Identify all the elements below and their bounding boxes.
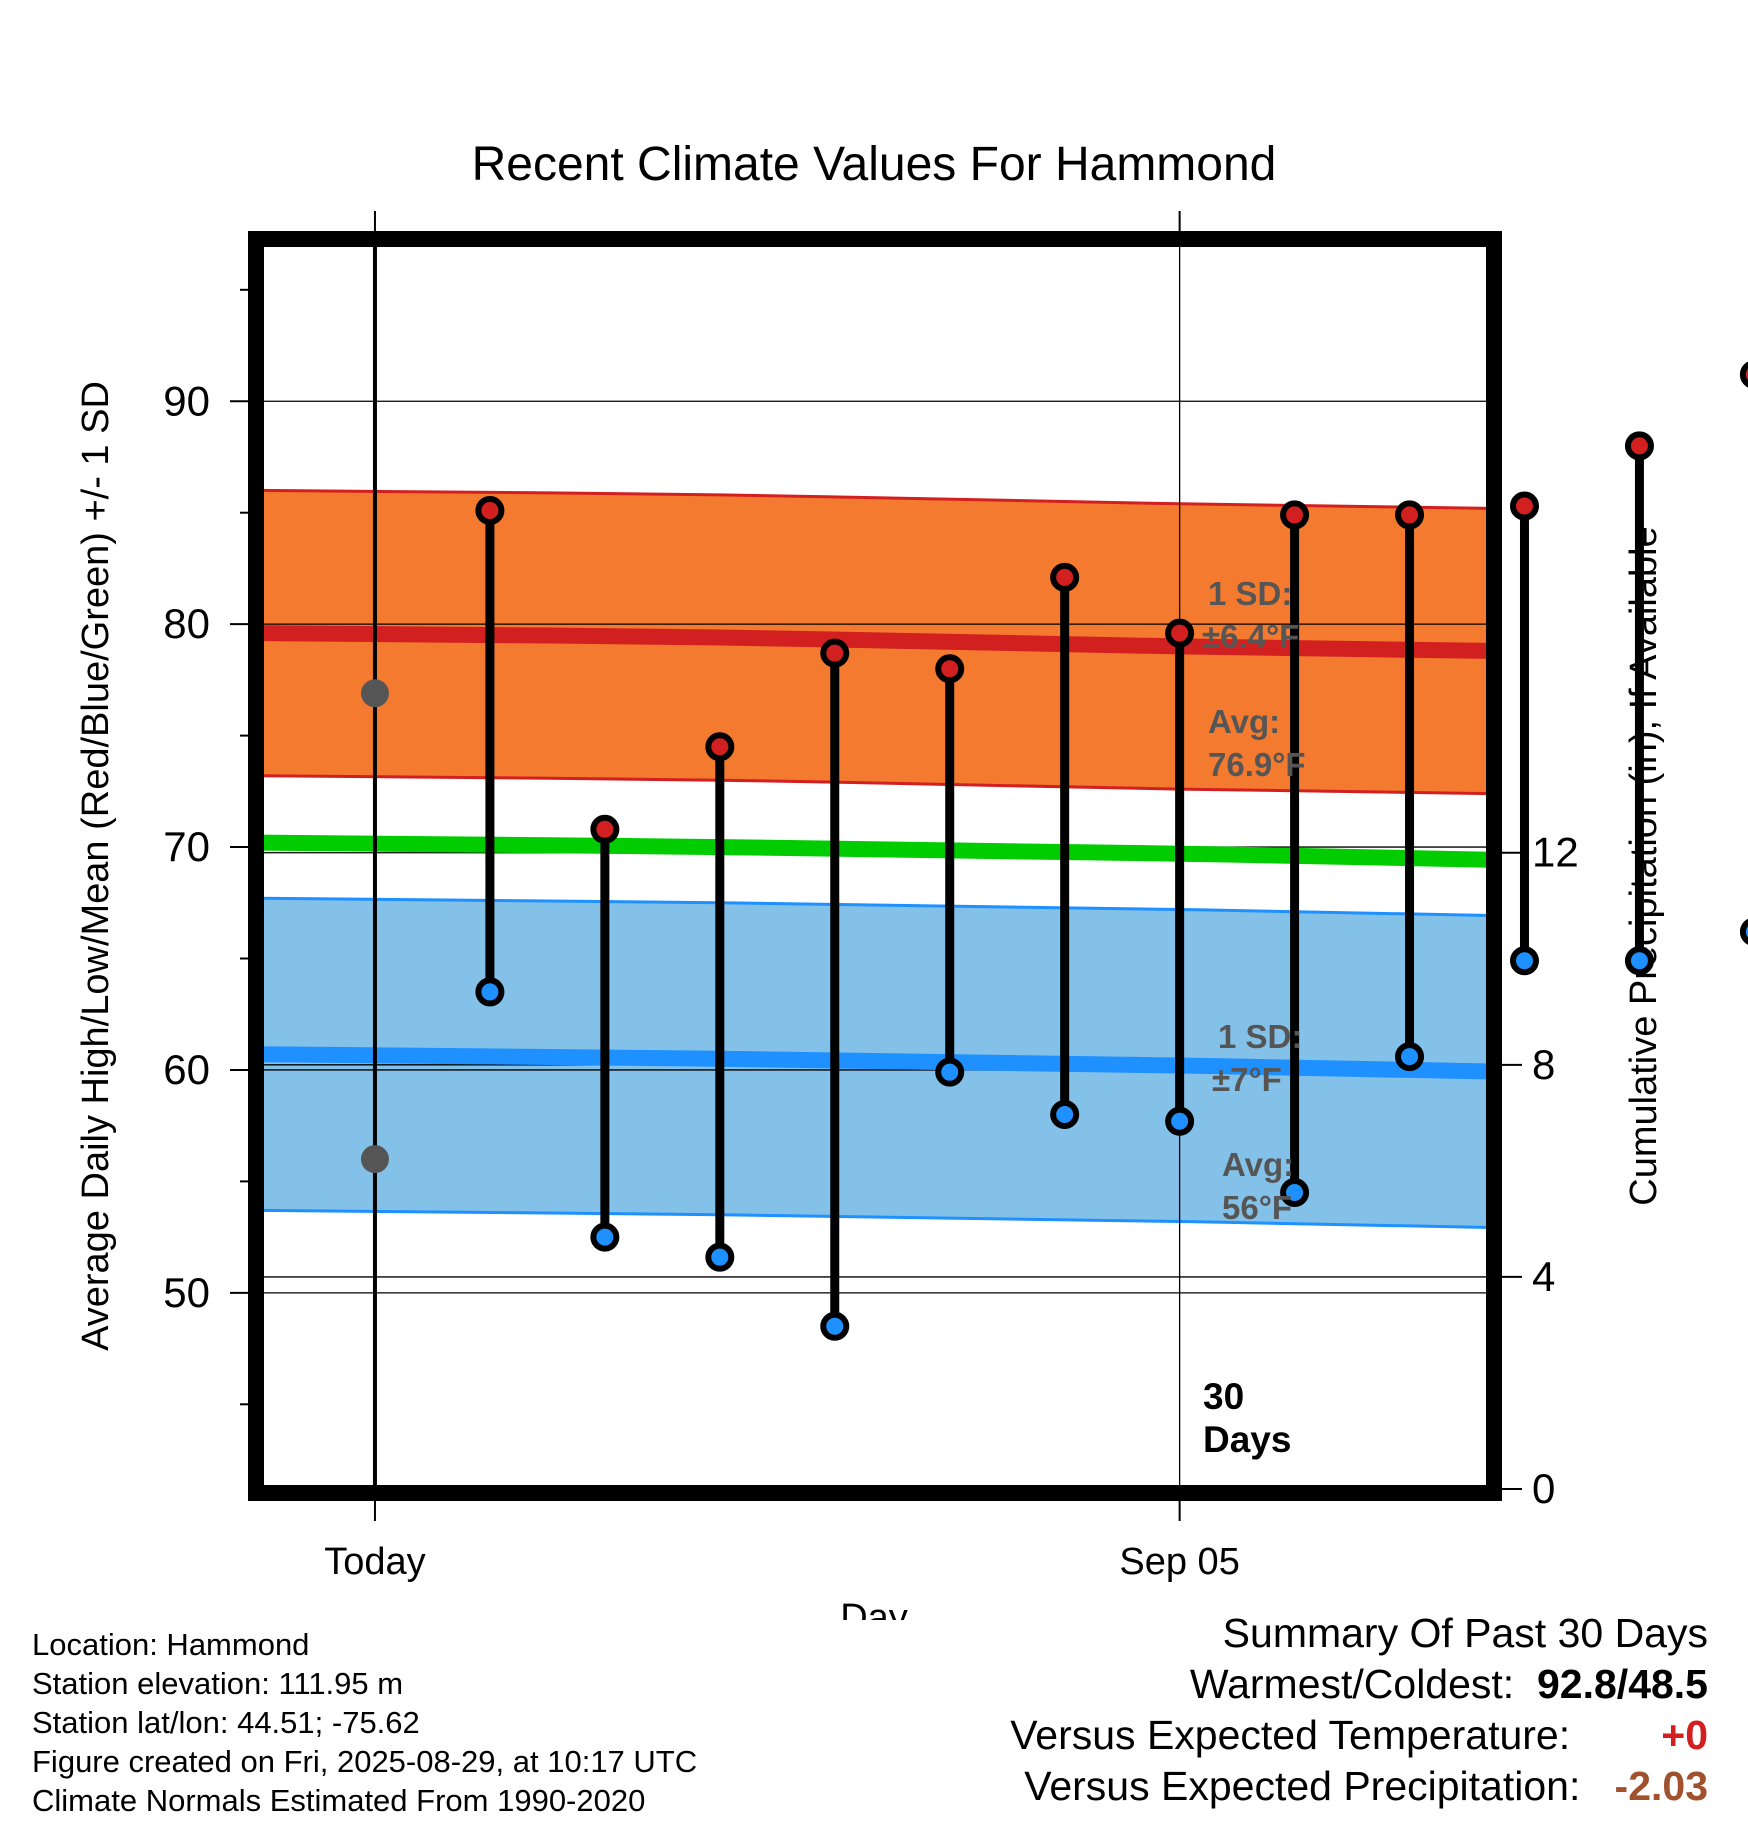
summary-precip-row: Versus Expected Precipitation: -2.03 (1010, 1761, 1708, 1812)
normals-text: Climate Normals Estimated From 1990-2020 (32, 1783, 646, 1818)
y-tick-label: 60 (163, 1046, 210, 1093)
low-avg-value: 56°F (1222, 1189, 1292, 1226)
low-sd-band-upper-edge (260, 896, 1490, 917)
y-axis-label: Average Daily High/Low/Mean (Red/Blue/Gr… (75, 381, 117, 1351)
summary-warmest-row: Warmest/Coldest: 92.8/48.5 (1010, 1659, 1708, 1710)
y2-tick-label: 12 (1532, 829, 1579, 876)
low-temp-point (590, 1222, 620, 1252)
high-sd-band-lower-edge (260, 774, 1490, 796)
warmest-value: 92.8/48.5 (1537, 1661, 1708, 1707)
station-info: Location: Hammond Station elevation: 111… (32, 1625, 697, 1820)
low-avg-label: Avg: (1222, 1146, 1294, 1183)
today-low-avg-dot (360, 1145, 389, 1174)
low-temp-point (705, 1242, 735, 1272)
low-temp-point (1739, 918, 1748, 945)
y-tick-label: 90 (163, 377, 210, 424)
today-high-avg-dot (360, 679, 389, 708)
low-sd-value: ±7°F (1212, 1061, 1282, 1098)
high-temp-point (1280, 500, 1310, 530)
y-tick-label: 80 (163, 600, 210, 647)
low-temp-point (475, 977, 505, 1007)
high-temp-point (1395, 500, 1425, 530)
x-axis-label: Day (840, 1597, 908, 1620)
high-temp-point (1739, 361, 1748, 388)
low-temp-point (820, 1311, 850, 1341)
low-temp-point (1395, 1042, 1425, 1072)
low-temp-point (1050, 1100, 1080, 1130)
created-text: Figure created on Fri, 2025-08-29, at 10… (32, 1744, 698, 1779)
high-temp-point (590, 814, 620, 844)
high-temp-point (475, 495, 505, 525)
high-temp-point (705, 732, 735, 762)
high-temp-point (935, 654, 965, 684)
elevation-text: Station elevation: 111.95 m (32, 1666, 404, 1701)
y2-axis-label: Cumulative Precipitation (in), If Availa… (1623, 526, 1665, 1205)
high-avg-value: 76.9°F (1208, 746, 1306, 783)
high-sd-value: ±6.4°F (1202, 618, 1299, 655)
high-sd-label: 1 SD: (1208, 575, 1292, 612)
low-temp-point (935, 1057, 965, 1087)
y2-tick-label: 4 (1532, 1253, 1555, 1300)
low-sd-label: 1 SD: (1218, 1018, 1302, 1055)
low-temp-point (1280, 1178, 1310, 1208)
y2-tick-label: 8 (1532, 1041, 1555, 1088)
summary-title: Summary Of Past 30 Days (1222, 1610, 1708, 1656)
y-tick-label: 70 (163, 823, 210, 870)
normal-lines (260, 625, 1490, 1080)
low-sd-band-lower-edge (260, 1208, 1490, 1229)
high-temp-point (820, 638, 850, 668)
y2-tick-label: 0 (1532, 1465, 1555, 1512)
days-count-number: 30 (1203, 1376, 1244, 1417)
latlon-text: Station lat/lon: 44.51; -75.62 (32, 1705, 420, 1740)
high-temp-point (1509, 491, 1539, 521)
high-temp-point (1050, 562, 1080, 592)
high-normal-line (260, 625, 1490, 660)
days-count-word: Days (1203, 1419, 1291, 1460)
summary-panel: Summary Of Past 30 Days Warmest/Coldest:… (1010, 1608, 1708, 1812)
high-avg-label: Avg: (1208, 703, 1280, 740)
precip-label: Versus Expected Precipitation: (1024, 1763, 1581, 1809)
x-tick-label: Sep 05 (1119, 1541, 1239, 1583)
temp-value: +0 (1661, 1712, 1708, 1758)
high-sd-band-upper-edge (260, 488, 1490, 510)
location-text: Location: Hammond (32, 1627, 310, 1662)
chart-title: Recent Climate Values For Hammond (472, 138, 1277, 191)
temp-label: Versus Expected Temperature: (1010, 1712, 1571, 1758)
x-tick-label: Today (324, 1541, 425, 1583)
high-temp-point (1165, 618, 1195, 648)
low-normal-line (260, 1046, 1490, 1080)
low-temp-point (1624, 946, 1654, 976)
precip-value: -2.03 (1614, 1763, 1708, 1809)
summary-temp-row: Versus Expected Temperature: +0 (1010, 1710, 1708, 1761)
mean-normal-line (260, 834, 1490, 868)
plot-frame (248, 231, 1502, 1501)
warmest-label: Warmest/Coldest: (1189, 1661, 1515, 1707)
climate-chart: Recent Climate Values For Hammond Averag… (75, 138, 1748, 1620)
low-temp-point (1165, 1106, 1195, 1136)
low-temp-point (1509, 946, 1539, 976)
y-tick-label: 50 (163, 1269, 210, 1316)
high-temp-point (1624, 431, 1654, 461)
